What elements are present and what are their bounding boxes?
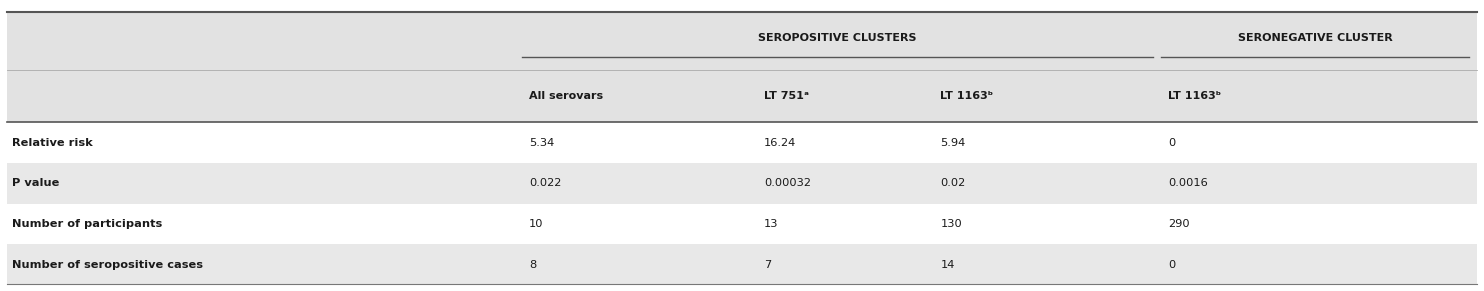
Text: 8: 8 (528, 260, 536, 270)
Text: 0: 0 (1168, 138, 1175, 148)
Text: 0: 0 (1168, 260, 1175, 270)
FancyBboxPatch shape (7, 163, 1477, 204)
Text: SEROPOSITIVE CLUSTERS: SEROPOSITIVE CLUSTERS (758, 33, 917, 43)
Text: 0.022: 0.022 (528, 178, 561, 188)
Text: 13: 13 (764, 219, 779, 229)
Text: 14: 14 (941, 260, 954, 270)
Text: Relative risk: Relative risk (12, 138, 92, 148)
Text: 5.34: 5.34 (528, 138, 554, 148)
FancyBboxPatch shape (7, 70, 1477, 122)
Text: 0.00032: 0.00032 (764, 178, 812, 188)
FancyBboxPatch shape (7, 12, 1477, 70)
Text: LT 1163ᵇ: LT 1163ᵇ (1168, 91, 1221, 101)
FancyBboxPatch shape (7, 244, 1477, 285)
FancyBboxPatch shape (7, 204, 1477, 244)
Text: Number of seropositive cases: Number of seropositive cases (12, 260, 203, 270)
Text: SERONEGATIVE CLUSTER: SERONEGATIVE CLUSTER (1238, 33, 1392, 43)
Text: 5.94: 5.94 (941, 138, 966, 148)
Text: 10: 10 (528, 219, 543, 229)
Text: LT 751ᵃ: LT 751ᵃ (764, 91, 809, 101)
Text: 290: 290 (1168, 219, 1190, 229)
Text: 130: 130 (941, 219, 962, 229)
Text: 0.02: 0.02 (941, 178, 966, 188)
Text: 16.24: 16.24 (764, 138, 797, 148)
Text: P value: P value (12, 178, 59, 188)
Text: LT 1163ᵇ: LT 1163ᵇ (941, 91, 993, 101)
Text: Number of participants: Number of participants (12, 219, 162, 229)
FancyBboxPatch shape (7, 122, 1477, 163)
Text: 7: 7 (764, 260, 772, 270)
Text: All serovars: All serovars (528, 91, 603, 101)
Text: 0.0016: 0.0016 (1168, 178, 1208, 188)
